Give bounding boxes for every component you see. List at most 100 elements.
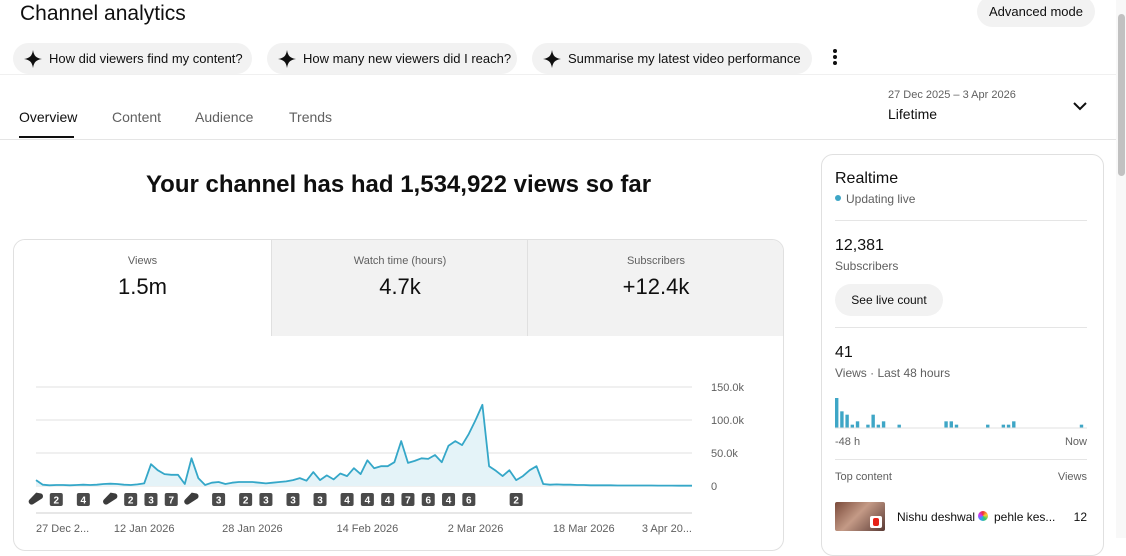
sparkle-icon	[278, 50, 296, 68]
realtime-card	[821, 154, 1104, 556]
suggestion-chip[interactable]: Summarise my latest video performance	[532, 43, 812, 74]
video-marker	[421, 493, 435, 506]
x-tick-label: 12 Jan 2026	[114, 523, 175, 535]
bar	[835, 398, 839, 428]
bar	[845, 414, 849, 428]
x-tick-label: 28 Jan 2026	[222, 523, 283, 535]
x-label: Now	[1065, 436, 1087, 448]
divider	[835, 327, 1087, 328]
chevron-icon[interactable]	[1073, 101, 1087, 111]
suggestion-text: Summarise my latest video performance	[568, 51, 801, 66]
metric-tab[interactable]: Watch time (hours) 4.7k	[271, 240, 528, 336]
emoji-icon	[978, 511, 988, 521]
video-marker	[212, 493, 226, 506]
bar	[949, 421, 953, 428]
video-marker	[259, 493, 273, 506]
shorts-marker	[103, 492, 118, 505]
advanced-mode-button[interactable]: Advanced mode	[977, 0, 1095, 27]
sparkle-icon	[543, 50, 561, 68]
video-channel[interactable]: Nishu deshwal	[897, 510, 976, 524]
video-count: 4	[385, 496, 391, 507]
divider	[835, 220, 1087, 221]
views-label: Views · Last 48 hours	[835, 366, 951, 380]
video-marker	[509, 493, 523, 506]
video-views: 12	[1073, 510, 1087, 524]
bar	[1001, 424, 1006, 428]
video-marker	[164, 493, 178, 506]
divider	[835, 459, 1087, 460]
x-tick-label: 18 Mar 2026	[553, 523, 615, 535]
tab-indicator	[19, 136, 74, 138]
video-count: 2	[243, 496, 249, 507]
video-count: 7	[405, 496, 411, 507]
views-chart: 0 50.0k 100.0k 150.0k 27 Dec 2... 12 Jan 2026…	[28, 382, 745, 535]
realtime-status: Updating live	[846, 192, 916, 206]
video-count: 4	[344, 496, 350, 507]
tab[interactable]: Trends	[289, 109, 333, 125]
video-title[interactable]: pehle kes...	[994, 510, 1056, 524]
video-count: 3	[290, 496, 296, 507]
metric-label: Subscribers	[626, 255, 686, 267]
bar	[881, 421, 886, 428]
metric-tab[interactable]: Views 1.5m	[14, 240, 271, 336]
video-marker	[340, 493, 354, 506]
video-count: 6	[466, 496, 472, 507]
suggestion-text: How many new viewers did I reach?	[303, 51, 512, 66]
live-dot	[835, 195, 841, 201]
video-marker	[313, 493, 327, 506]
tab[interactable]: Audience	[195, 109, 254, 125]
y-tick-label: 50.0k	[711, 448, 738, 460]
video-count: 6	[425, 496, 431, 507]
video-marker	[381, 493, 395, 506]
top-content-column: Views	[1057, 471, 1087, 483]
video-count: 4	[81, 496, 87, 507]
video-marker	[144, 493, 158, 506]
video-marker	[401, 493, 415, 506]
subscriber-count: 12,381	[835, 237, 884, 254]
headline: Your channel has had 1,534,922 views so …	[145, 171, 652, 198]
scrollbar-thumb[interactable]	[1118, 14, 1125, 176]
x-tick-label: 3 Apr 20...	[642, 523, 692, 535]
video-count: 4	[446, 496, 452, 507]
video-count: 3	[216, 496, 222, 507]
divider	[0, 139, 1116, 140]
bar	[850, 424, 855, 428]
suggestion-chip[interactable]: How many new viewers did I reach?	[267, 43, 517, 74]
date-period[interactable]: Lifetime	[888, 106, 938, 122]
sparkle-icon	[24, 50, 42, 68]
video-marker	[124, 493, 138, 506]
tab[interactable]: Content	[112, 109, 162, 125]
metric-value: 1.5m	[118, 274, 167, 299]
x-tick-label: 2 Mar 2026	[448, 523, 504, 535]
video-marker	[239, 493, 253, 506]
shorts-marker	[184, 492, 199, 505]
realtime-chart: -48 h Now	[835, 398, 1087, 448]
date-range[interactable]: 27 Dec 2025 – 3 Apr 2026	[888, 89, 1016, 101]
video-thumbnail[interactable]	[835, 502, 885, 531]
y-tick-label: 0	[711, 481, 717, 493]
video-count: 2	[128, 496, 134, 507]
page-title: Channel analytics	[20, 2, 186, 25]
video-count: 3	[317, 496, 323, 507]
metrics-card: Views 1.5m Watch time (hours) 4.7k Subscri…	[13, 239, 784, 551]
tab-active[interactable]: Overview	[19, 109, 78, 125]
x-tick-label: 14 Feb 2026	[336, 523, 398, 535]
bar	[866, 424, 870, 428]
y-tick-label: 150.0k	[711, 382, 745, 394]
bar	[871, 414, 875, 428]
metric-value: +12.4k	[622, 274, 690, 299]
x-label: -48 h	[835, 436, 860, 448]
video-marker	[442, 493, 456, 506]
y-tick-label: 100.0k	[711, 415, 745, 427]
video-marker	[360, 493, 374, 506]
video-marker	[462, 493, 476, 506]
metric-tab[interactable]: Subscribers +12.4k	[527, 240, 783, 336]
bar	[876, 424, 881, 428]
video-marker	[286, 493, 300, 506]
bar	[1006, 424, 1011, 428]
more-menu[interactable]	[831, 48, 839, 66]
live-count-button[interactable]: See live count	[835, 284, 943, 316]
suggestion-chip[interactable]: How did viewers find my content?	[13, 43, 252, 74]
bar	[855, 421, 860, 428]
